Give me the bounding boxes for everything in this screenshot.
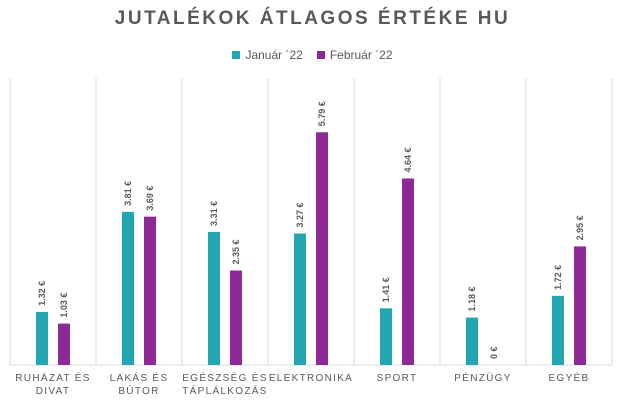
data-label: 3.31 € [209,201,219,226]
legend: Január ´22 Február ´22 [0,48,625,62]
bar-february [316,132,328,365]
data-label: 2.35 € [231,239,241,264]
data-label: 4.64 € [403,147,413,172]
data-label: 2.95 € [575,215,585,240]
category-label: SPORT [354,372,440,385]
category-label-line: ELEKTRONIKA [268,373,354,384]
category-label: PÉNZÜGY [440,372,526,385]
bar-january [294,233,306,365]
bar-january [380,308,392,365]
category-label-line: PÉNZÜGY [454,373,512,384]
data-label: 1.41 € [381,277,391,302]
category-label: EGÉSZSÉG ÉS TÁPLÁLKOZÁS [182,372,268,398]
category-label: EGYÉB [526,372,612,385]
legend-item-february: Február ´22 [316,48,393,62]
bar-january [466,317,478,365]
data-label: 3.81 € [123,181,133,206]
category-label-line: EGYÉB [548,373,590,384]
bar-january [208,231,220,365]
legend-swatch-january [232,51,241,59]
data-label: 3.27 € [295,203,305,228]
bar-january [36,311,48,365]
category-label-line: TÁPLÁLKOZÁS [182,386,268,397]
legend-label-february: Február ´22 [329,48,393,62]
category-label-line: EGÉSZSÉG ÉS [182,373,268,384]
category-label: LAKÁS ÉS BÚTOR [96,372,182,398]
data-label: 1.03 € [59,293,69,318]
data-label: 1.32 € [37,281,47,306]
bar-february [230,270,242,365]
category-label: ELEKTRONIKA [268,372,354,385]
bar-january [122,211,134,365]
category-label-line: DIVAT [35,386,71,397]
category-label: RUHÁZAT ÉS DIVAT [10,372,96,398]
category-label-line: LAKÁS ÉS [109,373,169,384]
data-label: 3.69 € [145,186,155,211]
bar-february [144,216,156,365]
legend-label-january: Január ´22 [245,48,303,62]
category-label-line: BÚTOR [118,386,160,397]
data-label: 0 € [489,346,499,359]
data-label: 1.18 € [467,287,477,312]
legend-swatch-february [316,51,325,59]
legend-item-january: Január ´22 [232,48,303,62]
bar-january [552,295,564,365]
data-label: 1.72 € [553,265,563,290]
bar-february [58,323,70,365]
bar-february [574,246,586,365]
category-label-line: RUHÁZAT ÉS [15,373,91,384]
category-label-line: SPORT [376,373,418,384]
bar-february [402,178,414,365]
chart-title: JUTALÉKOK ÁTLAGOS ÉRTÉKE HU [114,8,511,29]
data-label: 5.79 € [317,101,327,126]
